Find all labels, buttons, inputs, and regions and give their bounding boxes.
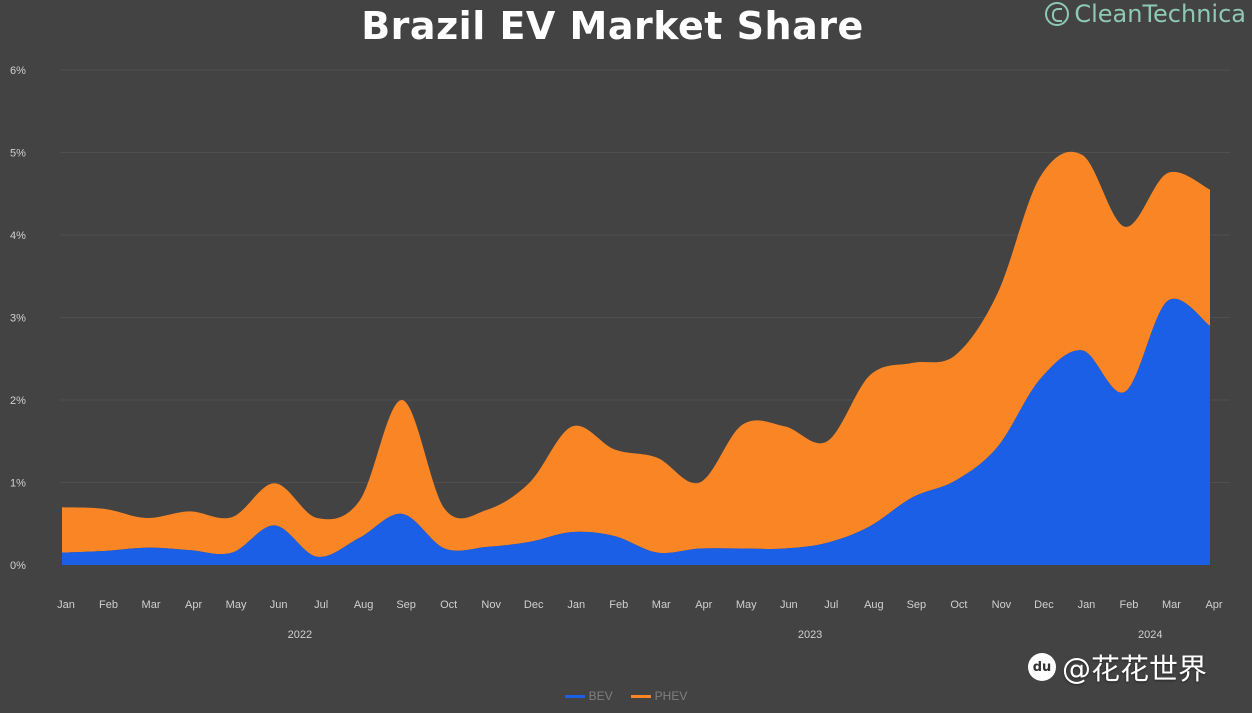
x-tick-label: Jul — [824, 599, 838, 611]
x-tick-label: Oct — [440, 599, 457, 611]
bev-area — [62, 298, 1210, 565]
x-tick-label: Jul — [314, 599, 328, 611]
x-tick-label: Apr — [185, 599, 202, 611]
y-tick-label: 0% — [10, 560, 26, 572]
watermark: du @花花世界 — [1028, 646, 1207, 688]
x-tick-label: Jan — [1078, 599, 1096, 611]
x-tick-label: Feb — [99, 599, 118, 611]
year-label: 2022 — [288, 629, 312, 641]
x-tick-label: Sep — [396, 599, 416, 611]
x-tick-label: Mar — [652, 599, 671, 611]
paw-icon: du — [1028, 653, 1056, 681]
x-tick-label: Feb — [609, 599, 628, 611]
x-tick-label: Feb — [1119, 599, 1138, 611]
x-tick-label: Oct — [950, 599, 967, 611]
chart-title: Brazil EV Market Share — [361, 4, 864, 48]
cleantechnica-logo: CleanTechnica — [1045, 0, 1246, 28]
legend-swatch-phev — [630, 694, 651, 698]
year-label: 2024 — [1138, 629, 1162, 641]
watermark-text: @花花世界 — [1062, 652, 1208, 686]
x-tick-label: Mar — [1162, 599, 1181, 611]
logo-icon — [1045, 2, 1070, 26]
x-tick-label: May — [736, 599, 757, 611]
x-tick-label: Nov — [481, 599, 501, 611]
legend-label-bev: BEV — [588, 689, 613, 703]
chart-legend: BEV PHEV — [0, 689, 1252, 703]
phev-area — [62, 151, 1210, 557]
legend-label-phev: PHEV — [654, 689, 688, 703]
logo-text: CleanTechnica — [1074, 0, 1246, 28]
x-tick-label: Jun — [780, 599, 798, 611]
x-tick-label: Mar — [142, 599, 161, 611]
y-tick-label: 6% — [10, 65, 26, 77]
legend-swatch-bev — [564, 694, 585, 698]
x-tick-label: Jan — [57, 599, 75, 611]
x-tick-label: Apr — [1205, 599, 1222, 611]
year-label: 2023 — [798, 629, 822, 641]
y-tick-label: 5% — [10, 148, 26, 160]
x-tick-label: Dec — [1034, 599, 1054, 611]
y-tick-label: 2% — [10, 395, 26, 407]
x-tick-label: Aug — [864, 599, 884, 611]
y-tick-label: 1% — [10, 478, 26, 490]
legend-item-phev: PHEV — [630, 689, 688, 703]
x-tick-label: Nov — [992, 599, 1012, 611]
legend-item-bev: BEV — [564, 689, 613, 703]
x-tick-label: Aug — [354, 599, 374, 611]
x-tick-label: May — [226, 599, 247, 611]
x-tick-label: Apr — [695, 599, 712, 611]
y-tick-label: 3% — [10, 313, 26, 325]
x-tick-label: Jun — [270, 599, 288, 611]
x-tick-label: Jan — [567, 599, 585, 611]
x-tick-label: Sep — [907, 599, 927, 611]
y-tick-label: 4% — [10, 230, 26, 242]
x-tick-label: Dec — [524, 599, 544, 611]
